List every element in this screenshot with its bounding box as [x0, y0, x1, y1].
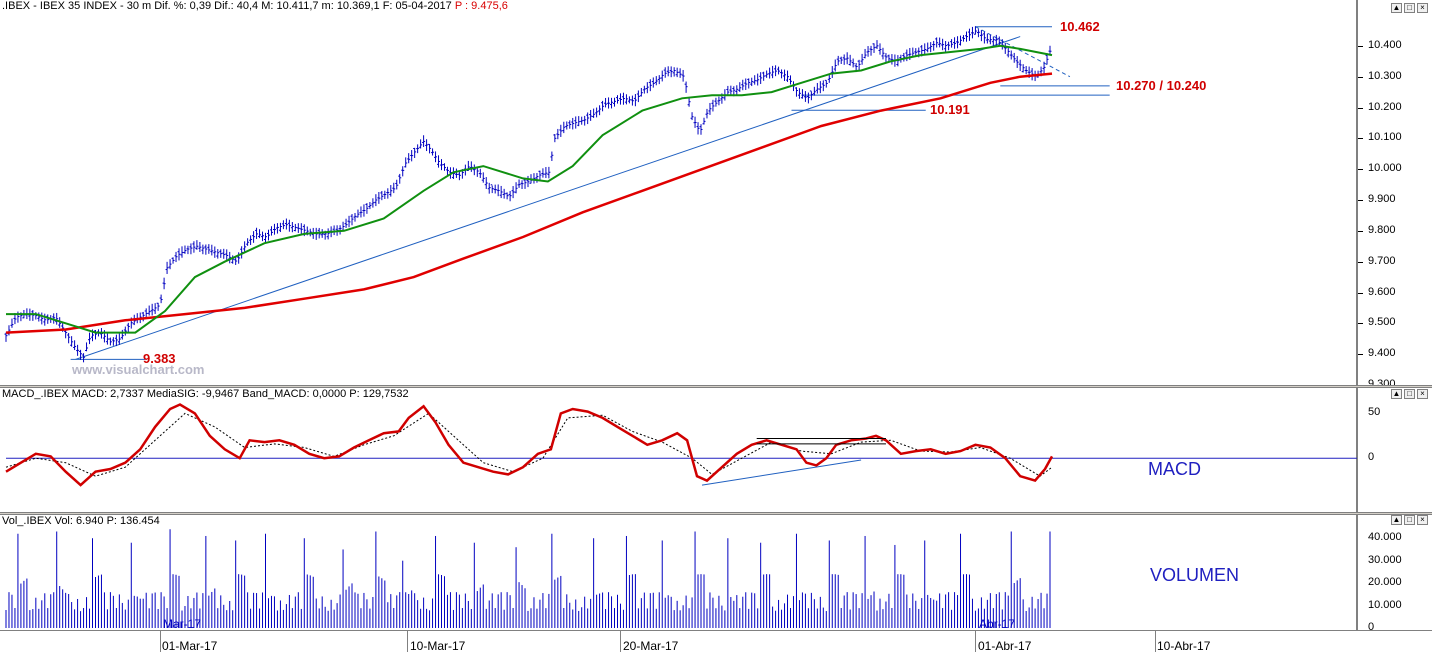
price-chart [4, 26, 1110, 363]
macd-axis: 50 0 [1357, 388, 1432, 512]
volume-axis-tick-label: 0 [1368, 621, 1375, 633]
price-axis-tick-label: 10.200 [1368, 100, 1402, 113]
macd-axis-tick-label: 50 [1368, 406, 1381, 419]
annotation-9383: 9.383 [143, 351, 176, 367]
price-axis-tick-label: 10.300 [1368, 69, 1402, 82]
price-header-text: .IBEX - IBEX 35 INDEX - 30 m Dif. %: 0,3… [2, 0, 452, 12]
price-axis-tick [1358, 107, 1363, 109]
date-tick [620, 631, 621, 652]
price-axis-tick-label: 10.000 [1368, 162, 1402, 175]
volume-chart [5, 529, 1051, 628]
date-label-5: 10-Abr-17 [1157, 639, 1211, 652]
inner-month-label-mar: Mar-17 [163, 617, 202, 631]
macd-line [5, 403, 1054, 487]
price-axis-tick-label: 9.800 [1368, 223, 1396, 236]
panel-close-button[interactable]: × [1417, 389, 1428, 399]
macd-panel: MACD_.IBEX MACD: 2,7337 MediaSIG: -9,946… [0, 388, 1357, 512]
volume-axis-tick-label: 40.000 [1368, 531, 1402, 544]
date-label-3: 20-Mar-17 [623, 639, 679, 652]
price-panel: .IBEX - IBEX 35 INDEX - 30 m Dif. %: 0,3… [0, 0, 1357, 385]
price-panel-buttons: ▲ □ × [1391, 3, 1428, 13]
price-axis-tick-label: 9.500 [1368, 316, 1396, 329]
volume-axis-tick-label: 20.000 [1368, 576, 1402, 589]
volume-panel: Vol_.IBEX Vol: 6.940 P: 136.454 VOLUMEN [0, 515, 1357, 630]
price-axis-tick-label: 9.600 [1368, 285, 1396, 298]
panel-up-button[interactable]: ▲ [1391, 515, 1402, 525]
price-axis-tick [1358, 230, 1363, 232]
volume-label: VOLUMEN [1150, 565, 1240, 585]
date-tick [407, 631, 408, 652]
price-axis-tick [1358, 323, 1363, 325]
price-axis-tick [1358, 76, 1363, 78]
date-label-4: 01-Abr-17 [978, 639, 1032, 652]
price-axis-tick-label: 9.400 [1368, 347, 1396, 360]
macd-label: MACD [1148, 459, 1201, 479]
panel-maximize-button[interactable]: □ [1404, 515, 1415, 525]
price-axis-tick-label: 9.900 [1368, 193, 1396, 205]
panel-close-button[interactable]: × [1417, 3, 1428, 13]
annotation-10462: 10.462 [1060, 18, 1100, 34]
volume-axis: 40.000 30.000 20.000 10.000 0 [1357, 515, 1432, 633]
price-header-p: P : 9.475,6 [454, 0, 508, 12]
trendline-support [75, 36, 1021, 360]
price-axis-tick [1358, 200, 1363, 201]
price-axis-tick-label: 10.400 [1368, 38, 1402, 51]
moving-average-slow [5, 72, 1053, 334]
macd-chart [5, 403, 1357, 487]
macd-panel-header: MACD_.IBEX MACD: 2,7337 MediaSIG: -9,946… [2, 388, 409, 400]
volume-panel-buttons: ▲ □ × [1391, 515, 1428, 525]
panel-close-button[interactable]: × [1417, 515, 1428, 525]
price-axis-tick [1358, 354, 1363, 356]
panel-maximize-button[interactable]: □ [1404, 389, 1415, 399]
date-axis: 01-Mar-17 10-Mar-17 20-Mar-17 01-Abr-17 … [0, 630, 1432, 652]
watermark: www.visualchart.com [72, 362, 205, 377]
macd-signal-line [5, 412, 1053, 477]
price-panel-header: .IBEX - IBEX 35 INDEX - 30 m Dif. %: 0,3… [2, 0, 508, 12]
annotation-10191: 10.191 [930, 102, 970, 118]
panel-up-button[interactable]: ▲ [1391, 3, 1402, 13]
volume-panel-header: Vol_.IBEX Vol: 6.940 P: 136.454 [2, 515, 160, 527]
date-tick [975, 631, 976, 652]
moving-average-fast [6, 44, 1053, 334]
price-axis-tick-label: 9.700 [1368, 254, 1396, 267]
price-axis-tick-label: 10.100 [1368, 131, 1402, 144]
date-tick [160, 631, 161, 652]
macd-axis-tick-label: 0 [1368, 451, 1375, 464]
annotation-10270-10240: 10.270 / 10.240 [1116, 77, 1207, 93]
separator-2[interactable] [0, 512, 1432, 515]
trendline-resistance [975, 26, 1071, 78]
price-axis: 10.400 10.300 10.200 10.100 10.000 9.900 9.800… [1357, 0, 1432, 390]
separator-1[interactable] [0, 385, 1432, 388]
date-label-2: 10-Mar-17 [410, 639, 466, 652]
inner-month-label-abr: Abr-17 [979, 617, 1016, 631]
date-tick [1155, 631, 1156, 652]
date-label-1: 01-Mar-17 [162, 639, 218, 652]
panel-maximize-button[interactable]: □ [1404, 3, 1415, 13]
price-axis-tick [1358, 45, 1363, 47]
macd-panel-buttons: ▲ □ × [1391, 389, 1428, 399]
price-axis-tick [1358, 292, 1363, 294]
macd-trendline [701, 459, 862, 486]
price-axis-tick [1358, 261, 1363, 263]
volume-axis-tick-label: 10.000 [1368, 598, 1402, 611]
volume-axis-tick-label: 30.000 [1368, 553, 1402, 566]
price-axis-tick [1358, 138, 1363, 140]
price-axis-tick [1358, 169, 1363, 171]
panel-up-button[interactable]: ▲ [1391, 389, 1402, 399]
